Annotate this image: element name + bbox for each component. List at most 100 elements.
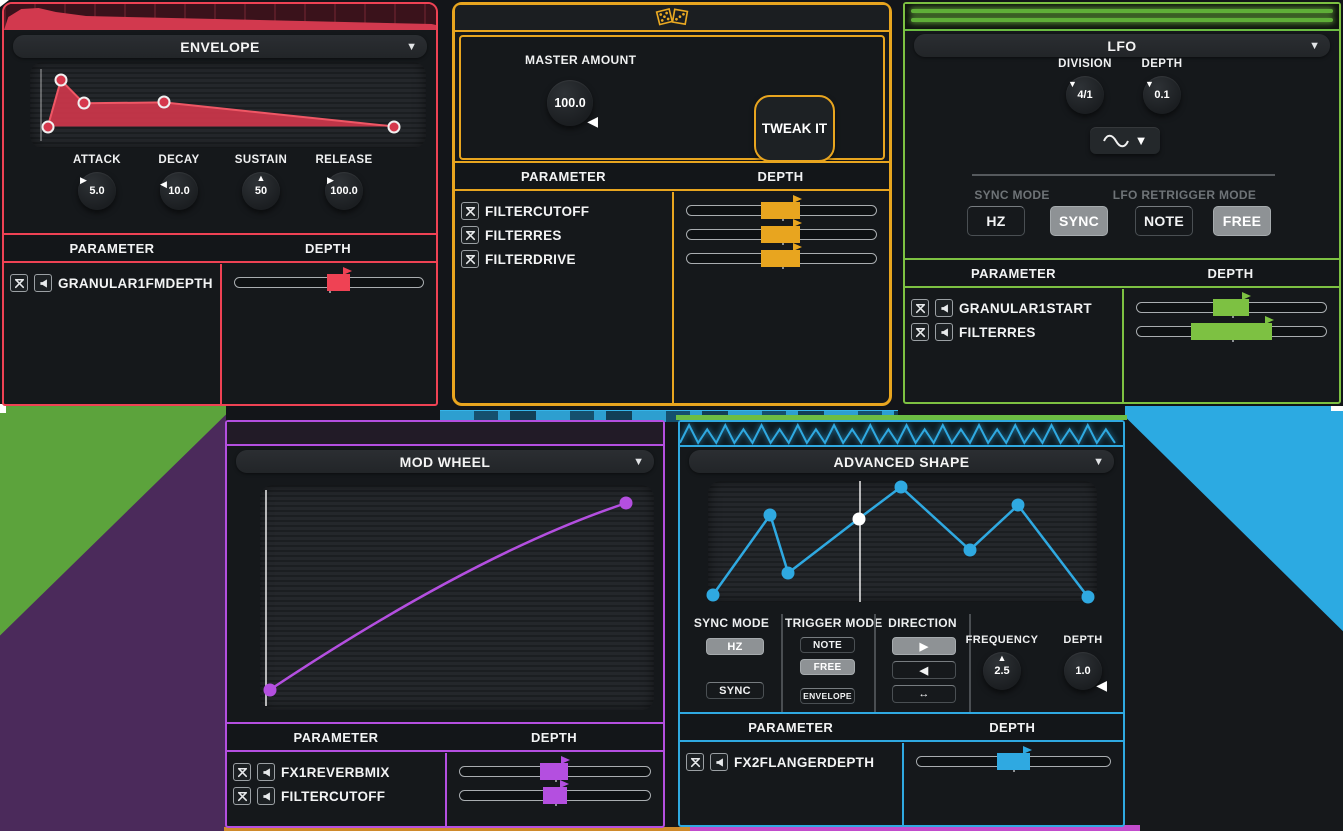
shape-depth-knob[interactable]: 1.0 ◀: [1064, 652, 1107, 692]
attack-knob-group: ATTACK 5.0 ▶: [52, 154, 142, 210]
chevron-down-icon[interactable]: ▼: [406, 40, 417, 53]
audition-speaker-icon[interactable]: [257, 763, 275, 781]
attack-knob[interactable]: 5.0 ▶: [78, 172, 116, 210]
lfo-depth-knob[interactable]: 0.1 ▼: [1143, 76, 1181, 114]
curve-node[interactable]: [894, 480, 908, 494]
depth-slider[interactable]: [459, 780, 651, 808]
depth-slider[interactable]: [686, 195, 877, 223]
remove-parameter-icon[interactable]: [233, 763, 251, 781]
advanced-shape-collapsed-strip[interactable]: [680, 422, 1123, 447]
curve-node[interactable]: [157, 95, 171, 109]
depth-slider-handle[interactable]: [539, 756, 571, 780]
remove-parameter-icon[interactable]: [461, 226, 479, 244]
envelope-button[interactable]: ENVELOPE: [800, 688, 855, 704]
waveform-selector[interactable]: ▼: [1090, 127, 1160, 154]
parameter-name: GRANULAR1FMDEPTH: [58, 275, 213, 291]
hz-button[interactable]: HZ: [706, 638, 764, 655]
forward-button[interactable]: ▶: [892, 637, 956, 655]
depth-slider[interactable]: [234, 267, 424, 295]
lfo-strip-wave-icon: [911, 18, 1333, 22]
curve-node[interactable]: [619, 496, 633, 510]
envelope-header[interactable]: ENVELOPE ▼: [13, 35, 427, 58]
note-button[interactable]: NOTE: [800, 637, 855, 653]
advanced-shape-curve-display[interactable]: [706, 480, 1097, 604]
curve-node[interactable]: [387, 120, 401, 133]
master-amount-value: 100.0: [554, 96, 586, 110]
curve-node[interactable]: [1081, 590, 1095, 604]
sync-mode-label: SYNC MODE: [974, 188, 1050, 202]
depth-slider-handle[interactable]: [1191, 316, 1274, 340]
depth-slider[interactable]: [459, 756, 651, 784]
curve-node[interactable]: [263, 683, 277, 697]
background-orange-strip: [224, 827, 692, 831]
depth-slider[interactable]: [1136, 292, 1327, 320]
envelope-collapsed-strip[interactable]: [4, 4, 436, 30]
audition-speaker-icon[interactable]: [935, 323, 953, 341]
curve-node[interactable]: [54, 73, 68, 87]
curve-node[interactable]: [41, 120, 55, 133]
depth-slider[interactable]: [915, 746, 1111, 774]
curve-node[interactable]: [781, 566, 795, 580]
depth-slider-handle[interactable]: [327, 267, 352, 291]
hz-button[interactable]: HZ: [967, 206, 1025, 236]
release-label: RELEASE: [315, 154, 373, 166]
remove-parameter-icon[interactable]: [911, 323, 929, 341]
lfo-collapsed-strip[interactable]: [905, 4, 1339, 31]
decay-knob[interactable]: 10.0 ◀: [160, 172, 198, 210]
mod-wheel-collapsed-strip[interactable]: [227, 422, 663, 446]
remove-parameter-icon[interactable]: [461, 250, 479, 268]
chevron-down-icon[interactable]: ▼: [1093, 455, 1104, 468]
remove-parameter-icon[interactable]: [461, 202, 479, 220]
tweak-it-button[interactable]: TWEAK IT: [754, 95, 835, 162]
curve-node[interactable]: [706, 588, 720, 602]
note-button[interactable]: NOTE: [1135, 206, 1193, 236]
depth-slider-handle[interactable]: [542, 780, 570, 804]
mod-wheel-curve-display[interactable]: [260, 485, 654, 710]
remove-parameter-icon[interactable]: [10, 274, 28, 292]
depth-slider[interactable]: [1136, 316, 1327, 344]
depth-slider-handle[interactable]: [761, 195, 802, 219]
free-button[interactable]: FREE: [1213, 206, 1271, 236]
curve-node[interactable]: [1011, 498, 1025, 512]
free-button[interactable]: FREE: [800, 659, 855, 675]
chevron-down-icon[interactable]: ▼: [633, 455, 644, 468]
audition-speaker-icon[interactable]: [34, 274, 52, 292]
remove-parameter-icon[interactable]: [911, 299, 929, 317]
depth-slider[interactable]: [686, 219, 877, 247]
sync-button[interactable]: SYNC: [706, 682, 764, 699]
audition-speaker-icon[interactable]: [257, 787, 275, 805]
curve-node[interactable]: [763, 508, 777, 522]
shape-depth-value: 1.0: [1075, 665, 1091, 677]
randomizer-header[interactable]: ⚄ ⚂: [455, 5, 889, 32]
master-amount-knob[interactable]: 100.0 ◀: [547, 80, 598, 128]
sync-button[interactable]: SYNC: [1050, 206, 1108, 236]
mod-wheel-header[interactable]: MOD WHEEL ▼: [236, 450, 654, 473]
lfo-header[interactable]: LFO ▼: [914, 34, 1330, 57]
curve-node[interactable]: [77, 96, 91, 110]
parameter-column-header: PARAMETER: [69, 240, 155, 256]
audition-speaker-icon[interactable]: [935, 299, 953, 317]
curve-node[interactable]: [852, 512, 866, 525]
parameter-name: FILTERDRIVE: [485, 251, 576, 267]
backward-button[interactable]: ◀: [892, 661, 956, 679]
envelope-curve-display[interactable]: [30, 62, 426, 148]
depth-slider-handle[interactable]: [996, 746, 1032, 770]
depth-slider-handle[interactable]: [1213, 292, 1251, 316]
frequency-knob[interactable]: 2.5 ▲: [983, 652, 1021, 690]
audition-speaker-icon[interactable]: [710, 753, 728, 771]
depth-slider-handle[interactable]: [761, 243, 802, 267]
depth-slider-handle[interactable]: [761, 219, 802, 243]
remove-parameter-icon[interactable]: [686, 753, 704, 771]
release-knob[interactable]: 100.0 ▶: [325, 172, 363, 210]
chevron-down-icon[interactable]: ▼: [1309, 39, 1320, 52]
pingpong-button[interactable]: ↔: [892, 685, 956, 703]
panel-title: LFO: [1107, 37, 1137, 54]
shape-playhead[interactable]: [858, 481, 861, 602]
parameter-row: GRANULAR1FMDEPTH: [10, 271, 214, 295]
advanced-shape-header[interactable]: ADVANCED SHAPE ▼: [689, 450, 1114, 473]
remove-parameter-icon[interactable]: [233, 787, 251, 805]
division-knob[interactable]: 4/1 ▼: [1066, 76, 1104, 114]
sustain-knob[interactable]: 50 ▲: [242, 172, 280, 210]
curve-node[interactable]: [963, 543, 977, 557]
depth-slider[interactable]: [686, 243, 877, 271]
